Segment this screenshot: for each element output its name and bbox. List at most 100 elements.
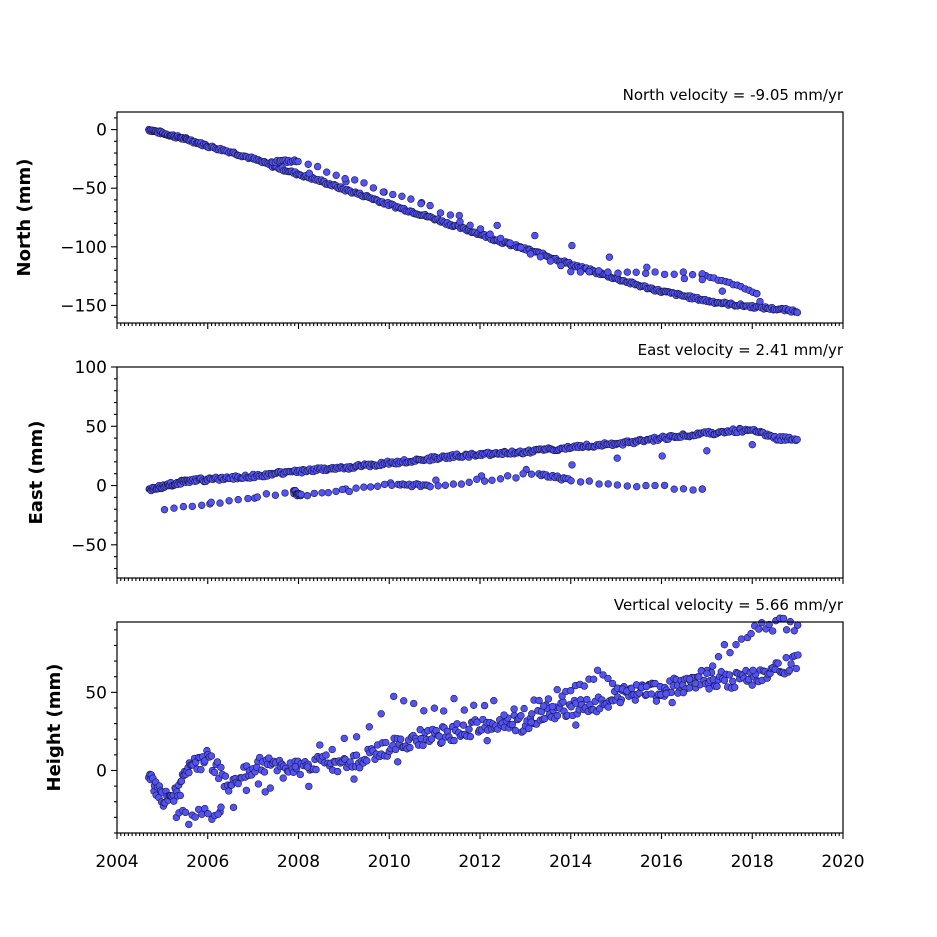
axes-frame xyxy=(116,366,844,579)
panel-title: North velocity = -9.05 mm/yr xyxy=(623,86,844,104)
data-point xyxy=(642,269,650,278)
data-point xyxy=(455,211,463,220)
data-point xyxy=(747,630,755,638)
data-point xyxy=(679,689,688,697)
data-point xyxy=(426,483,434,491)
data-point xyxy=(363,757,371,765)
data-point xyxy=(303,763,312,771)
data-point xyxy=(520,704,528,713)
data-point xyxy=(567,477,575,485)
data-point xyxy=(643,263,651,271)
data-point xyxy=(539,702,548,710)
data-point xyxy=(652,697,661,705)
data-point xyxy=(726,649,734,657)
data-point xyxy=(604,703,612,711)
data-point xyxy=(352,751,361,759)
data-point xyxy=(604,674,612,683)
y-axis-label: Height (mm) xyxy=(44,664,65,792)
data-point xyxy=(535,696,543,705)
data-point xyxy=(391,745,400,754)
x-tick-label: 2018 xyxy=(731,852,774,872)
y-tick-label: −150 xyxy=(60,296,107,316)
data-point xyxy=(785,666,794,675)
data-point xyxy=(476,225,485,233)
panel-1: 0 −50 −100 −150 North velocity = -9.05 mm/yr… xyxy=(14,86,844,329)
panel-2: 100 50 0 −50 East velocity = 2.41 mm/yr East … xyxy=(26,341,844,584)
data-point xyxy=(792,664,800,673)
data-point xyxy=(585,477,593,485)
data-point xyxy=(441,481,450,489)
data-point xyxy=(332,171,340,179)
y-tick-label: −50 xyxy=(71,179,107,199)
data-point xyxy=(394,758,402,766)
data-point xyxy=(160,506,169,514)
data-point xyxy=(504,472,512,480)
data-point xyxy=(244,494,252,503)
data-point xyxy=(748,681,756,689)
data-point xyxy=(720,676,729,685)
data-point xyxy=(651,268,659,276)
data-point xyxy=(568,241,576,250)
data-point xyxy=(216,499,224,507)
data-point xyxy=(456,218,464,226)
y-tick-label: 0 xyxy=(96,761,107,781)
data-point xyxy=(758,619,766,627)
data-point xyxy=(548,702,557,711)
data-point xyxy=(465,725,473,733)
data-point xyxy=(296,770,304,779)
data-point xyxy=(305,169,313,177)
data-point xyxy=(713,682,721,691)
data-point xyxy=(398,192,406,200)
data-point xyxy=(379,188,387,196)
data-point xyxy=(426,201,434,210)
data-point xyxy=(748,441,756,449)
data-point xyxy=(304,160,312,168)
data-point xyxy=(567,687,575,695)
series-points xyxy=(145,424,801,514)
data-point xyxy=(254,780,263,788)
data-point xyxy=(338,485,347,494)
data-point xyxy=(689,486,697,494)
data-point xyxy=(647,690,655,698)
data-point xyxy=(388,481,396,489)
data-point xyxy=(419,741,427,750)
data-point xyxy=(382,738,390,747)
data-point xyxy=(670,485,678,493)
data-point xyxy=(496,475,505,483)
data-point xyxy=(580,682,588,690)
data-point xyxy=(318,489,326,497)
data-point xyxy=(779,614,788,623)
data-point xyxy=(576,478,585,486)
data-point xyxy=(323,168,331,176)
data-point xyxy=(567,268,575,276)
panel-3: 50 0 Vertical velocity = 5.66 mm/yr Height … xyxy=(44,596,844,839)
data-point xyxy=(207,752,216,760)
data-point xyxy=(176,791,184,800)
data-point xyxy=(350,775,358,783)
data-point xyxy=(191,813,199,821)
x-tick-label: 2014 xyxy=(549,852,592,872)
data-point xyxy=(210,768,219,777)
data-point xyxy=(271,491,280,499)
y-tick-label: 0 xyxy=(96,477,107,497)
data-point xyxy=(508,720,517,729)
data-point xyxy=(517,712,525,720)
data-point xyxy=(572,721,580,729)
data-point xyxy=(440,707,448,715)
data-point xyxy=(407,195,415,203)
data-point xyxy=(590,675,598,683)
data-point xyxy=(450,736,458,745)
data-point xyxy=(774,659,782,667)
axes-frame xyxy=(116,111,844,324)
data-point xyxy=(688,271,697,279)
data-point xyxy=(481,477,489,485)
data-point xyxy=(261,788,269,796)
data-point xyxy=(360,483,368,491)
data-point xyxy=(435,732,443,740)
x-tick-label: 2008 xyxy=(277,852,320,872)
data-point xyxy=(181,808,190,817)
data-point xyxy=(668,698,676,707)
data-point xyxy=(345,487,353,496)
y-tick-label: 50 xyxy=(85,683,107,703)
data-point xyxy=(544,695,553,703)
